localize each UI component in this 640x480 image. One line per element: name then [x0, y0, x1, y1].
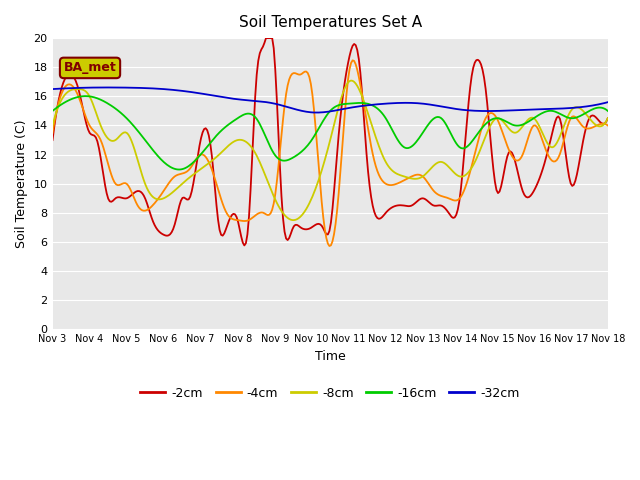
- Title: Soil Temperatures Set A: Soil Temperatures Set A: [239, 15, 422, 30]
- -8cm: [348, 78, 355, 84]
- -32cm: [234, 96, 242, 102]
- -2cm: [604, 115, 612, 121]
- -32cm: [49, 86, 56, 92]
- -2cm: [262, 35, 270, 41]
- -8cm: [576, 106, 584, 111]
- -16cm: [236, 114, 244, 120]
- Y-axis label: Soil Temperature (C): Soil Temperature (C): [15, 120, 28, 248]
- -2cm: [116, 194, 124, 200]
- -4cm: [604, 122, 612, 128]
- -4cm: [326, 243, 333, 249]
- -32cm: [104, 84, 112, 90]
- -32cm: [244, 97, 252, 103]
- Line: -8cm: -8cm: [52, 81, 608, 220]
- -2cm: [233, 214, 241, 220]
- -4cm: [49, 130, 56, 136]
- -4cm: [292, 71, 300, 76]
- Line: -32cm: -32cm: [52, 87, 608, 113]
- -2cm: [576, 156, 584, 161]
- -16cm: [245, 111, 253, 117]
- Line: -16cm: -16cm: [52, 96, 608, 169]
- -16cm: [576, 113, 584, 119]
- -4cm: [214, 186, 222, 192]
- -16cm: [175, 167, 183, 172]
- -32cm: [293, 107, 301, 112]
- -8cm: [242, 139, 250, 144]
- -2cm: [241, 242, 248, 248]
- -32cm: [313, 110, 321, 116]
- -8cm: [290, 217, 298, 223]
- -8cm: [49, 122, 56, 128]
- -16cm: [49, 108, 56, 114]
- -4cm: [349, 58, 356, 63]
- -4cm: [116, 182, 124, 188]
- -16cm: [294, 151, 302, 157]
- -8cm: [233, 137, 241, 143]
- -4cm: [576, 120, 584, 126]
- -16cm: [218, 128, 225, 133]
- -16cm: [118, 111, 126, 117]
- Line: -2cm: -2cm: [52, 38, 608, 245]
- -8cm: [293, 216, 301, 222]
- -2cm: [294, 223, 302, 228]
- -2cm: [244, 231, 252, 237]
- -4cm: [233, 217, 241, 223]
- -32cm: [604, 99, 612, 105]
- -32cm: [216, 94, 223, 99]
- -32cm: [576, 104, 584, 110]
- X-axis label: Time: Time: [315, 350, 346, 363]
- -16cm: [81, 93, 89, 99]
- Legend: -2cm, -4cm, -8cm, -16cm, -32cm: -2cm, -4cm, -8cm, -16cm, -32cm: [136, 382, 525, 405]
- -8cm: [604, 115, 612, 121]
- -2cm: [214, 217, 222, 223]
- Text: BA_met: BA_met: [63, 61, 116, 74]
- -4cm: [242, 218, 250, 224]
- -2cm: [49, 137, 56, 143]
- Line: -4cm: -4cm: [52, 60, 608, 246]
- -8cm: [116, 132, 124, 138]
- -16cm: [604, 108, 612, 114]
- -8cm: [214, 153, 222, 158]
- -32cm: [118, 84, 126, 90]
